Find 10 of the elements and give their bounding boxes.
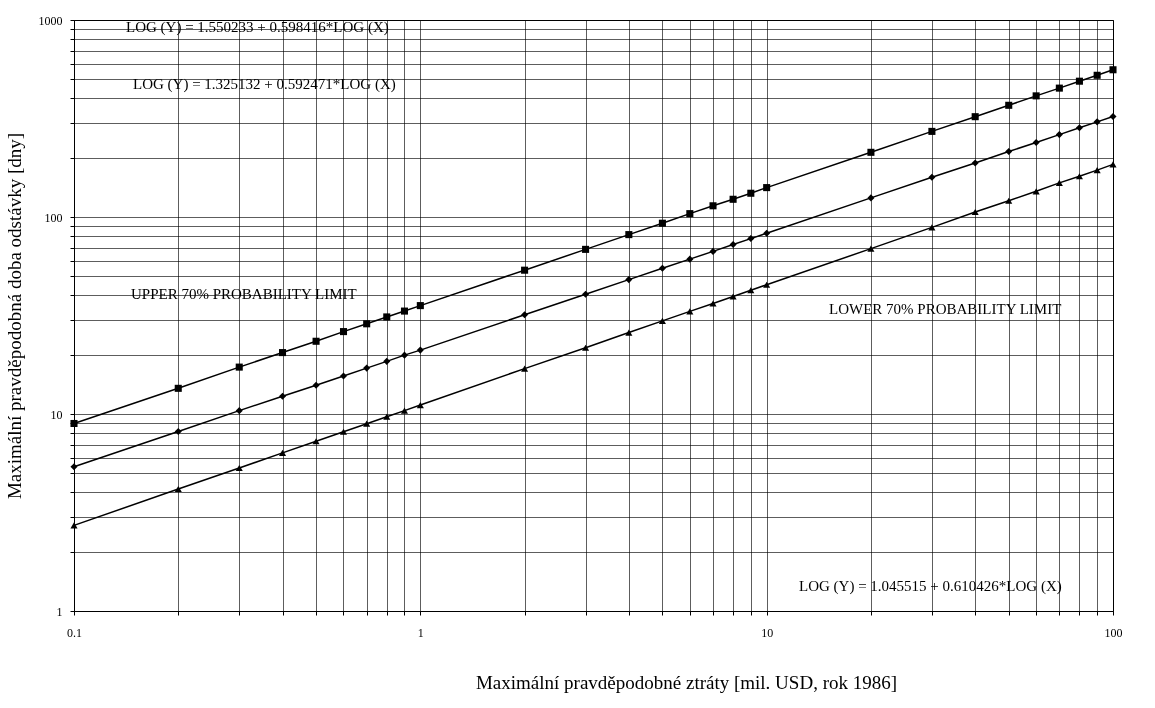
y-tick-label: 100: [44, 210, 63, 225]
y-tick-label: 1: [56, 604, 63, 619]
y-tick-label: 10: [50, 407, 63, 422]
x-tick-label: 10: [761, 625, 774, 640]
x-tick-label: 0.1: [67, 625, 82, 640]
x-axis-title: Maximální pravděpodobné ztráty [mil. USD, rok 1986]: [475, 671, 898, 693]
x-tick-label: 1: [417, 625, 424, 640]
y-axis-title: Maximální pravděpodobná doba odstávky [dny]: [3, 132, 25, 500]
y-tick-label: 1000: [38, 13, 63, 28]
x-tick-label: 100: [1104, 625, 1123, 640]
